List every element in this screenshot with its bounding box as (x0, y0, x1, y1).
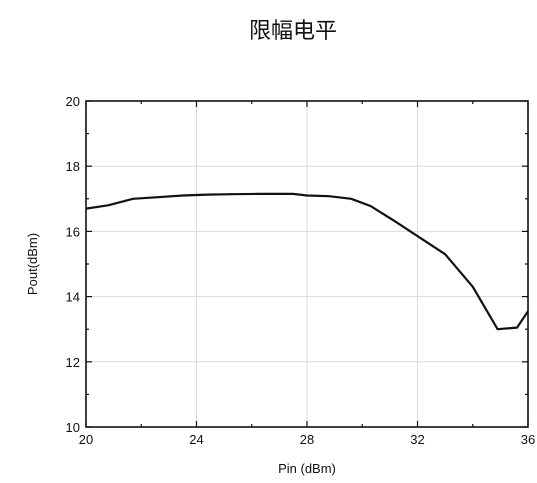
x-tick-label: 24 (189, 432, 203, 447)
x-tick-label: 32 (410, 432, 424, 447)
x-axis-label: Pin (dBm) (278, 461, 336, 476)
tick-labels: 20 24 28 32 36 10 12 14 16 18 20 (66, 94, 536, 447)
chart-title: 限幅电平 (249, 19, 337, 44)
series-group (85, 192, 529, 331)
y-tick-label: 12 (66, 355, 80, 370)
y-tick-label: 20 (66, 94, 80, 109)
grid (86, 101, 528, 427)
x-tick-label: 20 (79, 432, 93, 447)
y-axis-label: Pout(dBm) (25, 233, 40, 295)
y-tick-label: 10 (66, 420, 80, 435)
y-tick-label: 14 (66, 290, 80, 305)
series-line (85, 192, 529, 331)
x-tick-label: 28 (300, 432, 314, 447)
ticks (85, 100, 529, 428)
y-tick-label: 18 (66, 159, 80, 174)
x-tick-label: 36 (521, 432, 535, 447)
y-tick-label: 16 (66, 224, 80, 239)
